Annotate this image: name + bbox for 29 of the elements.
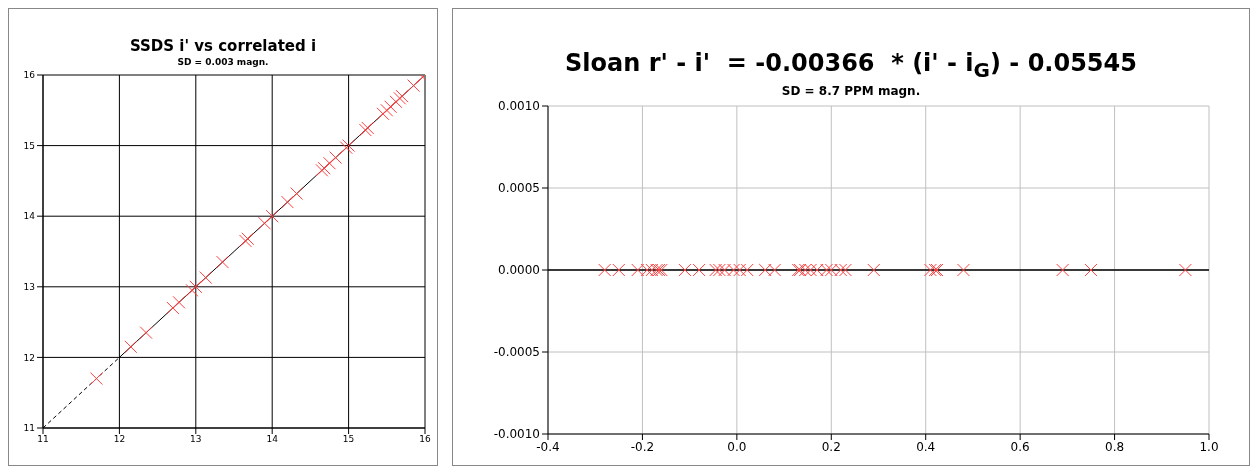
y-tick-label: -0.0010	[493, 427, 540, 442]
x-tick-label: 15	[342, 434, 355, 445]
chart-title: SSDS i' vs correlated i	[128, 37, 318, 55]
chart-subtitle: SD = 8.7 PPM magn.	[780, 83, 922, 98]
x-tick-label: 16	[419, 434, 431, 445]
x-tick-label: 1.0	[1199, 439, 1219, 454]
x-tick-label: -0.2	[630, 439, 655, 454]
y-tick-label: 16	[23, 70, 36, 81]
chart-title: Sloan r' - i' = -0.00366 * (i' - i$_{G}$) - 0.05545	[564, 49, 1138, 82]
x-tick-label: 0.8	[1105, 439, 1125, 454]
y-tick-label: -0.0005	[493, 345, 540, 360]
x-tick-label: 0.0	[727, 439, 747, 454]
x-tick-label: 11	[37, 434, 49, 445]
y-tick-label: 13	[23, 281, 35, 292]
x-tick-label: 13	[190, 434, 202, 445]
y-tick-label: 0.0005	[498, 181, 540, 196]
x-tick-label: 0.4	[916, 439, 936, 454]
x-tick-label: 14	[266, 434, 279, 445]
y-tick-label: 11	[23, 423, 35, 434]
chart-subtitle: SD = 0.003 magn.	[176, 57, 270, 67]
x-tick-label: 0.6	[1010, 439, 1030, 454]
y-tick-label: 15	[23, 140, 35, 151]
y-tick-label: 0.0010	[498, 99, 540, 114]
x-tick-label: 12	[113, 434, 126, 445]
y-tick-label: 12	[23, 352, 35, 363]
x-tick-label: -0.4	[536, 439, 560, 454]
y-tick-label: 0.0000	[498, 263, 540, 278]
y-tick-label: 14	[23, 211, 36, 222]
x-tick-label: 0.2	[821, 439, 841, 454]
